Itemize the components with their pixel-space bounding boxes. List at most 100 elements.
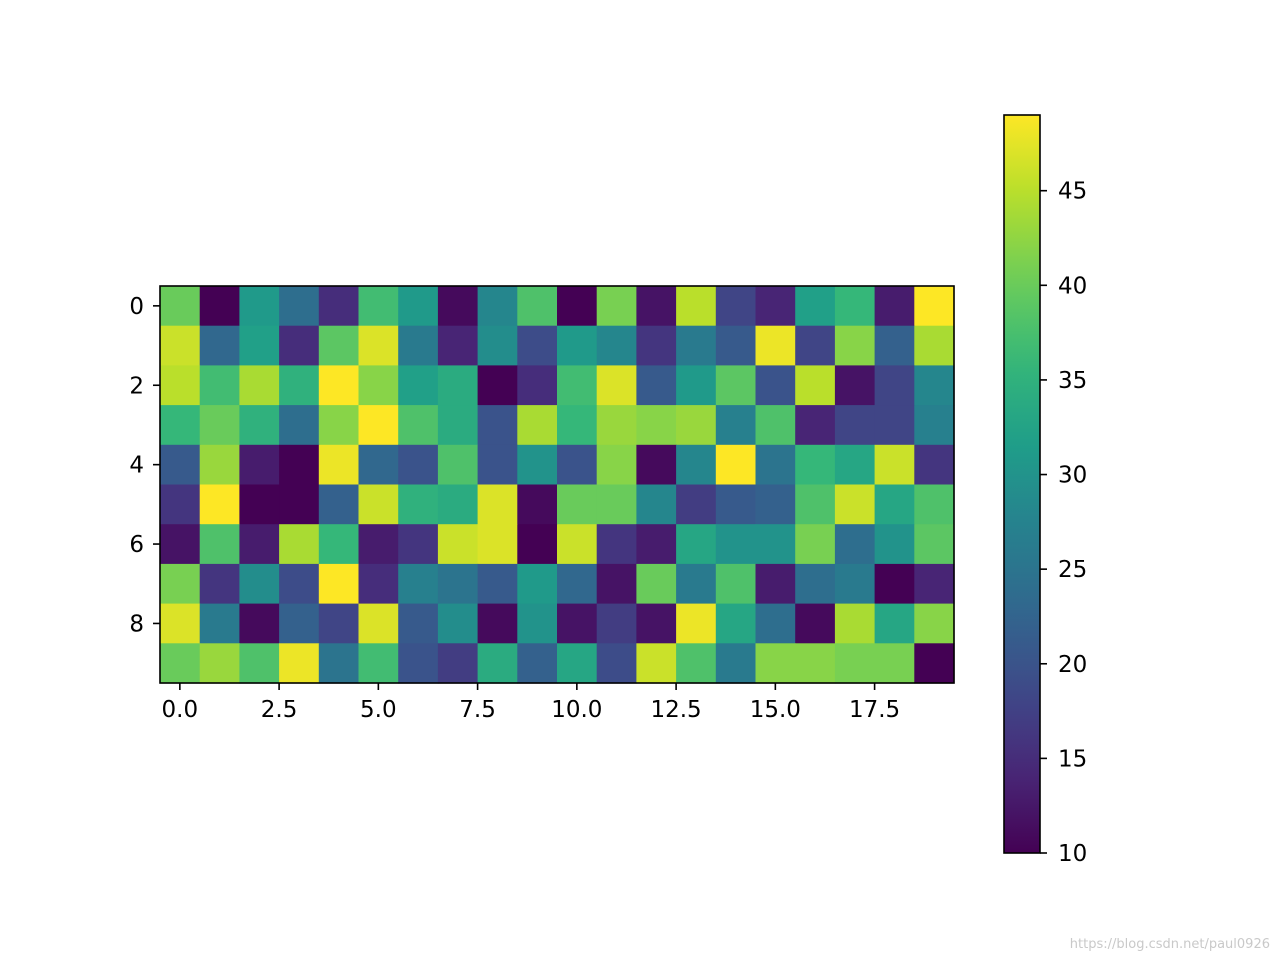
heatmap-cell-r7-c16 [795,563,836,605]
heatmap-cell-r3-c19 [914,405,955,446]
heatmap-cell-r4-c11 [596,444,637,486]
heatmap-cell-r7-c18 [874,563,915,605]
heatmap-cell-r8-c11 [596,603,637,644]
heatmap-cell-r2-c6 [398,365,439,406]
heatmap-cell-r7-c6 [398,563,439,605]
heatmap-cell-r5-c15 [755,484,796,525]
heatmap-cell-r9-c5 [358,643,399,684]
heatmap-cell-r4-c10 [557,444,598,486]
heatmap-cell-r1-c8 [477,325,518,366]
heatmap-cell-r9-c12 [636,643,677,684]
heatmap-cell-r3-c8 [477,405,518,446]
heatmap-cell-r9-c1 [199,643,240,684]
heatmap-frame [159,285,955,684]
heatmap-cell-r2-c15 [755,365,796,406]
heatmap-cell-r1-c19 [914,325,955,366]
x-tick-label: 7.5 [459,697,496,723]
heatmap-cell-r3-c7 [437,405,479,446]
heatmap-cell-r3-c1 [199,405,240,446]
heatmap-cell-r4-c0 [160,444,201,486]
heatmap-cell-r2-c1 [199,365,240,406]
heatmap-cell-r6-c9 [517,524,558,565]
heatmap-cell-r5-c12 [636,484,677,525]
heatmap-cell-r2-c17 [834,365,876,406]
heatmap-cell-r5-c8 [477,484,518,525]
heatmap-cell-r2-c14 [715,365,757,406]
heatmap-cell-r5-c6 [398,484,439,525]
heatmap-cell-r8-c1 [199,603,240,644]
heatmap-cell-r2-c18 [874,365,915,406]
heatmap-cell-r1-c12 [636,325,677,366]
heatmap-cell-r7-c15 [755,563,796,605]
heatmap-cell-r9-c10 [557,643,598,684]
heatmap-cell-r0-c13 [676,286,717,327]
heatmap-cell-r1-c10 [557,325,598,366]
heatmap-cell-r9-c8 [477,643,518,684]
heatmap-cell-r4-c15 [755,444,796,486]
heatmap-cell-r6-c10 [557,524,598,565]
heatmap-cell-r7-c2 [239,563,280,605]
heatmap-cell-r1-c17 [834,325,876,366]
heatmap-cell-r6-c6 [398,524,439,565]
x-tick-label: 15.0 [750,697,801,723]
heatmap-cell-r7-c19 [914,563,955,605]
heatmap-cell-r6-c1 [199,524,240,565]
heatmap-cell-r5-c3 [279,484,320,525]
heatmap-cell-r6-c14 [715,524,757,565]
heatmap-cell-r1-c3 [279,325,320,366]
heatmap-cell-r3-c5 [358,405,399,446]
heatmap-cell-r7-c5 [358,563,399,605]
heatmap-cell-r1-c0 [160,325,201,366]
heatmap-cell-r4-c14 [715,444,757,486]
heatmap-cell-r6-c16 [795,524,836,565]
heatmap-cell-r2-c0 [160,365,201,406]
heatmap-cell-r9-c13 [676,643,717,684]
heatmap-cell-r3-c14 [715,405,757,446]
heatmap-cell-r5-c2 [239,484,280,525]
heatmap-cell-r3-c15 [755,405,796,446]
heatmap-cell-r4-c1 [199,444,240,486]
heatmap-cell-r1-c11 [596,325,637,366]
heatmap-cell-r0-c9 [517,286,558,327]
heatmap-cell-r7-c11 [596,563,637,605]
heatmap-cell-r0-c14 [715,286,757,327]
heatmap-cell-r9-c6 [398,643,439,684]
heatmap-cell-r8-c12 [636,603,677,644]
y-tick-label: 6 [129,532,144,558]
heatmap-cell-r2-c12 [636,365,677,406]
heatmap-cell-r1-c4 [318,325,360,366]
heatmap-cell-r7-c4 [318,563,360,605]
heatmap-cell-r0-c16 [795,286,836,327]
colorbar-tick-label: 10 [1058,841,1087,867]
heatmap-cell-r4-c18 [874,444,915,486]
colorbar-tick-label: 45 [1058,179,1087,205]
heatmap-cell-r2-c19 [914,365,955,406]
x-tick-label: 2.5 [261,697,298,723]
y-tick-label: 0 [129,294,144,320]
heatmap-cell-r0-c10 [557,286,598,327]
heatmap-cell-r8-c9 [517,603,558,644]
y-axis: 0 2 4 6 8 [129,294,160,637]
watermark: https://blog.csdn.net/paul0926 [1069,937,1270,952]
heatmap-cell-r7-c12 [636,563,677,605]
heatmap-cell-r3-c16 [795,405,836,446]
heatmap-cell-r1-c16 [795,325,836,366]
heatmap-cell-r7-c8 [477,563,518,605]
heatmap-cell-r2-c9 [517,365,558,406]
heatmap-cell-r5-c14 [715,484,757,525]
heatmap-cell-r2-c2 [239,365,280,406]
heatmap-cell-r1-c1 [199,325,240,366]
heatmap-cell-r7-c13 [676,563,717,605]
heatmap-cell-r6-c13 [676,524,717,565]
heatmap-cell-r9-c16 [795,643,836,684]
heatmap-cell-r8-c3 [279,603,320,644]
heatmap-cell-r9-c7 [437,643,479,684]
x-tick-label: 10.0 [551,697,602,723]
colorbar-gradient [1003,114,1041,854]
x-axis: 0.0 2.5 5.0 7.5 10.0 12.5 15.0 17.5 [162,683,900,723]
heatmap-cell-r6-c15 [755,524,796,565]
heatmap-cell-r6-c18 [874,524,915,565]
heatmap-cell-r1-c6 [398,325,439,366]
heatmap-cell-r5-c11 [596,484,637,525]
heatmap-cell-r4-c17 [834,444,876,486]
